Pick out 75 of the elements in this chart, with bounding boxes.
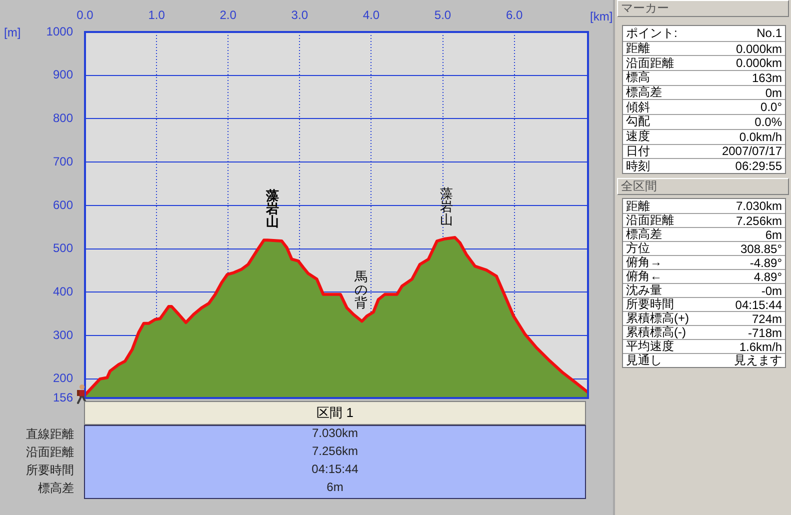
y-tick-label: 900 xyxy=(52,68,74,82)
x-tick-label: 1.0 xyxy=(148,8,166,22)
text: 308.85° xyxy=(740,242,782,256)
text: 見えます xyxy=(734,352,782,369)
annotation: 藻岩山 xyxy=(264,188,280,230)
text: 4.89° xyxy=(754,270,782,284)
text: 沈み量 xyxy=(626,282,662,298)
text: -718m xyxy=(748,326,782,340)
y-tick-label: 600 xyxy=(52,198,74,212)
text: 06:29:55 xyxy=(735,159,782,174)
text: 方位 xyxy=(626,240,650,256)
text: 区間 1 xyxy=(84,401,586,425)
text: マーカー xyxy=(617,0,789,17)
text: 7.256km xyxy=(736,214,782,228)
text: No.1 xyxy=(756,26,782,40)
text: 沿面距離 xyxy=(626,54,674,70)
text: 724m xyxy=(752,312,782,326)
text: 6m xyxy=(765,228,782,242)
text: 標高差 xyxy=(626,226,662,242)
x-tick-label: 2.0 xyxy=(220,8,237,22)
text: 0.000km xyxy=(736,42,782,56)
text: 俯角← xyxy=(626,268,662,284)
text: 0.0° xyxy=(760,100,782,114)
text: 直線距離 xyxy=(25,426,74,443)
x-tick-label: 3.0 xyxy=(291,8,308,22)
text: 俯角→ xyxy=(626,254,662,270)
text: 0.0% xyxy=(754,114,782,129)
y-axis-title: [m] xyxy=(4,25,21,40)
text: 距離 xyxy=(626,198,650,214)
text: 標高 xyxy=(626,69,650,86)
text: 標高差 xyxy=(626,84,662,101)
text: 勾配 xyxy=(626,113,650,130)
y-tick-label: 700 xyxy=(52,154,74,168)
text: 距離 xyxy=(626,40,650,58)
text: 7.256km xyxy=(310,444,360,460)
text: -4.89° xyxy=(750,256,782,270)
text: ポイント: xyxy=(626,24,678,42)
y-tick-label: 1000 xyxy=(46,24,74,38)
text: 所要時間 xyxy=(25,462,74,479)
text: 0.0km/h xyxy=(739,130,782,144)
y-tick-label: 200 xyxy=(52,371,74,386)
y-tick-label: 400 xyxy=(52,284,74,298)
text: 7.030km xyxy=(736,199,782,213)
text: 標高差 xyxy=(37,480,74,497)
text: 6m xyxy=(326,480,344,496)
x-tick-label: 4.0 xyxy=(362,8,380,22)
x-tick-label: 5.0 xyxy=(434,8,452,22)
text: 沿面距離 xyxy=(626,212,674,228)
text: 163m xyxy=(752,70,782,85)
text: 0m xyxy=(765,86,782,100)
x-axis-title: [km] xyxy=(590,9,613,24)
y-tick-label: 156 xyxy=(52,390,74,404)
text: 日付 xyxy=(626,142,650,160)
text: 0.000km xyxy=(736,56,782,70)
text: 04:15:44 xyxy=(310,462,360,478)
x-tick-label: 6.0 xyxy=(506,8,523,22)
text: 沿面距離 xyxy=(25,444,74,461)
y-tick-label: 800 xyxy=(52,111,74,126)
text: 速度 xyxy=(626,128,650,146)
text: 所要時間 xyxy=(626,296,674,312)
text: 7.030km xyxy=(310,426,360,442)
text: -0m xyxy=(761,284,782,298)
text: 傾斜 xyxy=(626,98,650,116)
text: 累積標高(-) xyxy=(626,324,686,340)
text: 全区間 xyxy=(617,178,789,195)
text: 平均速度 xyxy=(626,338,674,354)
text: 2007/07/17 xyxy=(722,144,782,158)
y-tick-label: 300 xyxy=(52,328,74,342)
text: 見通し xyxy=(626,352,662,369)
text: 累積標高(+) xyxy=(626,310,689,326)
text: 04:15:44 xyxy=(735,298,782,312)
y-tick-label: 500 xyxy=(52,241,74,256)
text: 時刻 xyxy=(626,158,650,175)
x-tick-label: 0.0 xyxy=(76,8,94,22)
text: 1.6km/h xyxy=(739,340,782,354)
